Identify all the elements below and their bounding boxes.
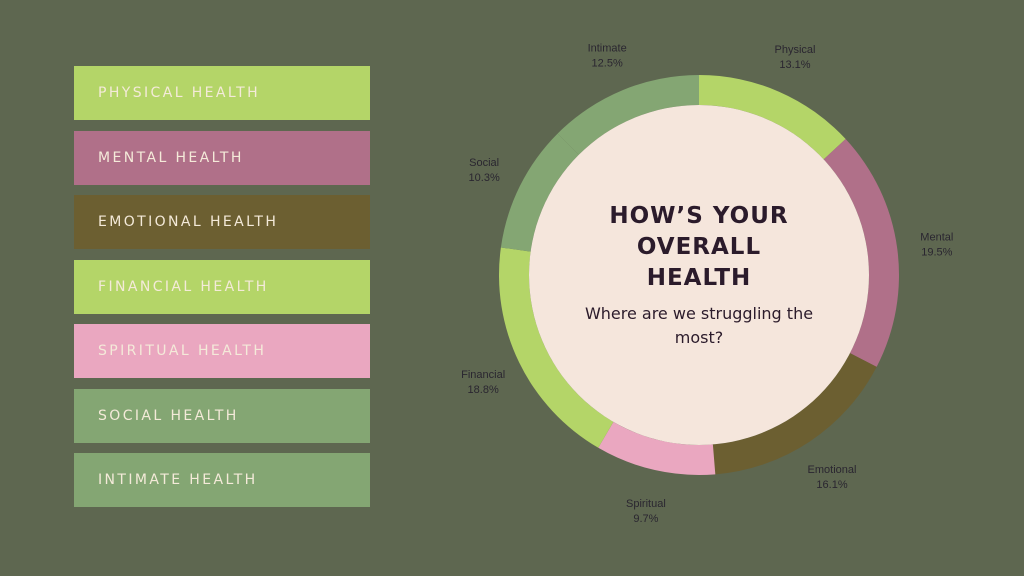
slice-value-label: 12.5% [592, 57, 623, 69]
pie-slice-physical [699, 75, 846, 160]
slice-category-label: Spiritual [626, 498, 666, 510]
pie-slice-social [500, 133, 579, 252]
chart-title-line: HEALTH [646, 264, 752, 291]
chart-title: HOW’S YOUR OVERALL HEALTH [609, 201, 788, 294]
legend-item: INTIMATE HEALTH [74, 453, 370, 507]
chart-title-line: OVERALL [636, 233, 762, 260]
pie-slice-intimate [557, 75, 699, 155]
slice-value-label: 18.8% [468, 384, 499, 396]
pie-slice-financial [499, 247, 614, 448]
pie-slice-spiritual [598, 421, 716, 475]
chart-center: HOW’S YOUR OVERALL HEALTH Where are we s… [529, 105, 869, 445]
slice-category-label: Emotional [808, 464, 857, 476]
legend-item: SOCIAL HEALTH [74, 388, 370, 443]
slice-value-label: 9.7% [633, 513, 658, 525]
legend-item: MENTAL HEALTH [74, 130, 370, 185]
slice-value-label: 16.1% [816, 479, 847, 491]
legend-item: PHYSICAL HEALTH [74, 66, 370, 120]
donut-center-circle [529, 105, 869, 445]
legend-item: FINANCIAL HEALTH [74, 259, 370, 314]
slice-category-label: Physical [775, 44, 816, 56]
slice-value-label: 13.1% [779, 59, 810, 71]
slice-category-label: Financial [461, 369, 505, 381]
chart-title-line: HOW’S YOUR [609, 202, 789, 229]
slice-category-label: Mental [920, 232, 953, 244]
slice-category-label: Social [469, 157, 499, 169]
slice-value-label: 10.3% [469, 172, 500, 184]
slice-category-label: Intimate [588, 42, 627, 54]
legend-item: SPIRITUAL HEALTH [74, 324, 370, 378]
pie-slice-mental [823, 139, 899, 367]
legend-item: EMOTIONAL HEALTH [74, 195, 370, 249]
chart-subtitle: Where are we struggling the most? [584, 303, 814, 347]
pie-slice-emotional [712, 353, 877, 475]
slice-value-label: 19.5% [921, 247, 952, 259]
